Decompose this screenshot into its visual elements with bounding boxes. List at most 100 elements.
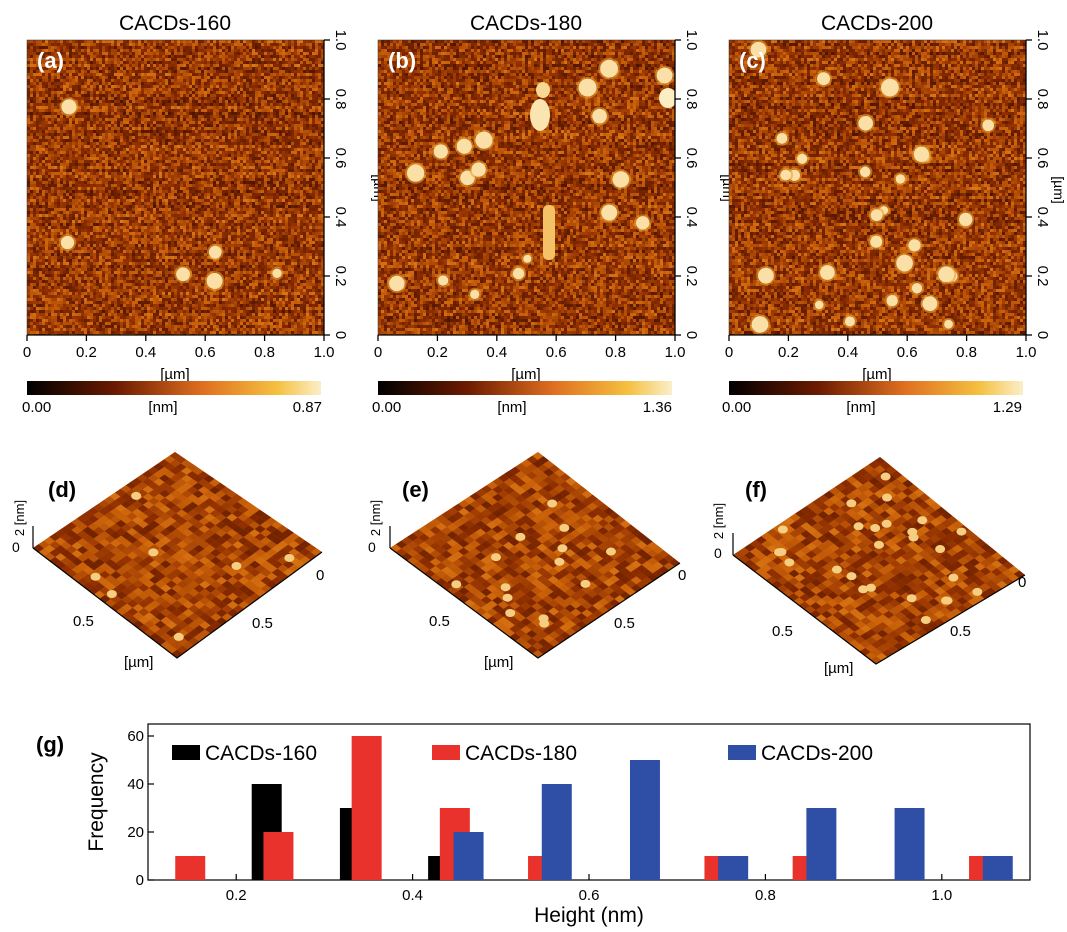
scan-row xyxy=(378,127,675,130)
scan-row xyxy=(27,319,324,322)
axis-tick-right: 0 xyxy=(316,567,324,584)
scan-row xyxy=(27,301,324,304)
scan-row xyxy=(729,64,1026,67)
x-tick-label: 0.8 xyxy=(254,344,275,361)
scan-row xyxy=(729,283,1026,286)
scan-row xyxy=(27,73,324,76)
scan-row xyxy=(378,190,675,193)
scan-row xyxy=(27,115,324,118)
scan-row xyxy=(729,52,1026,55)
scan-row xyxy=(27,181,324,184)
legend-label: CACDs-200 xyxy=(761,742,873,765)
scan-row xyxy=(27,232,324,235)
particle xyxy=(908,239,921,252)
particle xyxy=(470,289,480,299)
scan-row xyxy=(27,139,324,142)
legend-item: CACDs-160 xyxy=(172,742,317,765)
y-tick-label: 0.8 xyxy=(683,89,700,110)
surface-peak xyxy=(880,472,891,481)
scan-row xyxy=(27,103,324,106)
particle xyxy=(844,316,855,327)
surface-axes xyxy=(389,547,681,659)
surface-peak xyxy=(557,544,568,553)
scan-row xyxy=(27,112,324,115)
scan-row xyxy=(27,157,324,160)
scan-row xyxy=(378,187,675,190)
scan-row xyxy=(27,253,324,256)
x-tick-label: 1.0 xyxy=(931,887,952,904)
scan-row xyxy=(378,61,675,64)
surface-peak xyxy=(554,557,565,566)
scan-row xyxy=(729,148,1026,151)
surface-peak xyxy=(580,579,591,588)
particle xyxy=(780,169,792,181)
colorbar-max: 1.36 xyxy=(643,399,672,416)
scan-row xyxy=(729,91,1026,94)
surface-peak xyxy=(831,565,842,574)
scan-row xyxy=(27,310,324,313)
scan-row xyxy=(729,307,1026,310)
scan-row xyxy=(378,250,675,253)
scan-row xyxy=(378,241,675,244)
scan-row xyxy=(378,274,675,277)
x-tick-label: 0.2 xyxy=(76,344,97,361)
x-axis-label: [µm] xyxy=(160,366,189,383)
scan-row xyxy=(27,193,324,196)
scan-row xyxy=(378,100,675,103)
surface-peak xyxy=(502,593,513,602)
y-ticks: 0 20 40 60 xyxy=(127,728,154,889)
scan-row xyxy=(378,154,675,157)
scan-row xyxy=(378,262,675,265)
scan-row xyxy=(27,79,324,82)
y-tick-label: 20 xyxy=(127,824,144,841)
y-tick-label: 1.0 xyxy=(1034,30,1051,51)
scan-row xyxy=(378,94,675,97)
scan-row xyxy=(27,118,324,121)
particle xyxy=(512,267,525,280)
y-tick-label: 0.4 xyxy=(683,207,700,228)
scan-row xyxy=(27,163,324,166)
scan-row xyxy=(378,244,675,247)
scan-row xyxy=(729,136,1026,139)
y-tick-label: 0.8 xyxy=(1034,89,1051,110)
axis-tick-mid-right: 0.5 xyxy=(614,615,635,632)
scan-row xyxy=(27,244,324,247)
axis-label: [µm] xyxy=(824,660,853,677)
scan-row xyxy=(378,130,675,133)
scan-row xyxy=(27,160,324,163)
scan-row xyxy=(378,157,675,160)
z-axis-zero: 0 xyxy=(714,545,722,561)
scan-row xyxy=(378,82,675,85)
particle xyxy=(636,216,650,230)
particle xyxy=(601,204,618,221)
x-tick-label: 1.0 xyxy=(1016,344,1037,361)
x-axis: 0 0.2 0.4 0.6 0.8 1.0 xyxy=(23,334,334,361)
x-tick-label: 0.6 xyxy=(195,344,216,361)
scan-row xyxy=(378,277,675,280)
z-axis-label: 2 [nm] xyxy=(368,500,383,536)
surface-peak xyxy=(972,587,983,596)
scan-row xyxy=(27,262,324,265)
particle xyxy=(858,115,873,131)
scan-row xyxy=(729,142,1026,145)
scan-row xyxy=(27,256,324,259)
surface-peak xyxy=(846,499,857,508)
x-tick-label: 0.2 xyxy=(226,887,247,904)
scan-row xyxy=(729,139,1026,142)
surface-peak xyxy=(777,525,788,534)
scan-row xyxy=(729,325,1026,328)
particle xyxy=(406,164,425,182)
colorbar-max: 1.29 xyxy=(993,399,1022,416)
scan-row xyxy=(27,217,324,220)
particle xyxy=(820,265,835,280)
bar-cacds-200 xyxy=(453,832,484,880)
particle xyxy=(870,209,883,222)
scan-row xyxy=(729,133,1026,136)
scan-row xyxy=(729,259,1026,262)
particle xyxy=(751,316,769,333)
surface-peak xyxy=(920,615,931,624)
scan-row xyxy=(27,226,324,229)
afm-image xyxy=(27,40,324,335)
x-tick-label: 0.6 xyxy=(546,344,567,361)
particle-cluster xyxy=(659,88,675,108)
